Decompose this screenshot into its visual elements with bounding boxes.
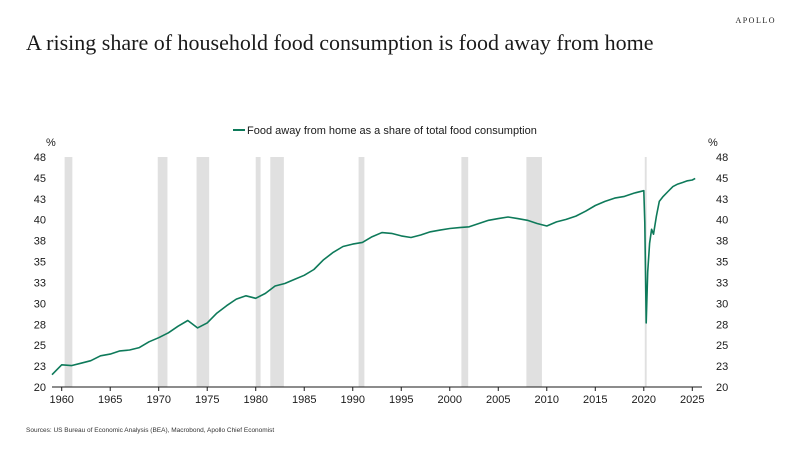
recession-band xyxy=(461,157,469,387)
x-tick-label: 1990 xyxy=(341,394,365,406)
y-axis-right-ticks: 48 45 43 40 38 35 33 30 28 25 23 20 xyxy=(716,152,728,394)
x-tick-label: 2025 xyxy=(680,394,704,406)
y-tick-label-left: 25 xyxy=(34,340,46,352)
series-line-food-away-from-home xyxy=(51,177,696,376)
y-tick-label-right: 45 xyxy=(716,173,728,185)
legend-label: Food away from home as a share of total … xyxy=(247,125,537,137)
x-axis-ticks: 1960 1965 1970 1975 1980 1985 1990 1995 2000 2005… xyxy=(49,387,705,406)
y-tick-label-left: 33 xyxy=(34,277,46,289)
y-tick-label-right: 20 xyxy=(716,382,728,394)
x-tick-label: 1995 xyxy=(389,394,413,406)
y-tick-label-right: 35 xyxy=(716,257,728,269)
x-tick-label: 1960 xyxy=(49,394,73,406)
x-tick-label: 1970 xyxy=(146,394,170,406)
y-tick-label-right: 40 xyxy=(716,215,728,227)
recession-band xyxy=(157,157,168,387)
y-tick-label-left: 43 xyxy=(34,194,46,206)
x-tick-label: 2000 xyxy=(438,394,462,406)
x-tick-label: 1975 xyxy=(195,394,219,406)
y-tick-label-left: 30 xyxy=(34,298,46,310)
y-tick-label-left: 23 xyxy=(34,361,46,373)
recession-band xyxy=(270,157,284,387)
y-axis-left-unit: % xyxy=(46,137,56,149)
y-tick-label-right: 23 xyxy=(716,361,728,373)
y-tick-label-left: 35 xyxy=(34,257,46,269)
y-tick-label-right: 28 xyxy=(716,319,728,331)
y-tick-label-left: 28 xyxy=(34,319,46,331)
x-tick-label: 2010 xyxy=(535,394,559,406)
y-tick-label-left: 45 xyxy=(34,173,46,185)
x-tick-label: 2015 xyxy=(583,394,607,406)
x-tick-label: 2020 xyxy=(632,394,656,406)
page-title: A rising share of household food consump… xyxy=(26,30,654,55)
x-tick-label: 1980 xyxy=(243,394,267,406)
recession-band xyxy=(358,157,365,387)
y-tick-label-right: 38 xyxy=(716,236,728,248)
y-tick-label-right: 33 xyxy=(716,277,728,289)
x-tick-label: 1965 xyxy=(98,394,122,406)
recession-bands xyxy=(64,157,647,387)
recession-band xyxy=(196,157,210,387)
y-axis-right-unit: % xyxy=(708,137,718,149)
x-tick-label: 1985 xyxy=(292,394,316,406)
y-tick-label-left: 20 xyxy=(34,382,46,394)
recession-band xyxy=(526,157,542,387)
y-axis-left-ticks: 48 45 43 40 38 35 33 30 28 25 23 20 xyxy=(34,152,46,394)
recession-band xyxy=(64,157,73,387)
y-tick-label-left: 48 xyxy=(34,152,46,164)
y-tick-label-right: 48 xyxy=(716,152,728,164)
y-tick-label-left: 38 xyxy=(34,236,46,248)
y-tick-label-left: 40 xyxy=(34,215,46,227)
y-tick-label-right: 43 xyxy=(716,194,728,206)
brand-logo: APOLLO xyxy=(735,16,776,25)
source-note: Sources: US Bureau of Economic Analysis … xyxy=(26,427,275,434)
y-tick-label-right: 30 xyxy=(716,298,728,310)
legend: Food away from home as a share of total … xyxy=(233,125,537,137)
y-tick-label-right: 25 xyxy=(716,340,728,352)
recession-band xyxy=(255,157,261,387)
x-tick-label: 2005 xyxy=(486,394,510,406)
